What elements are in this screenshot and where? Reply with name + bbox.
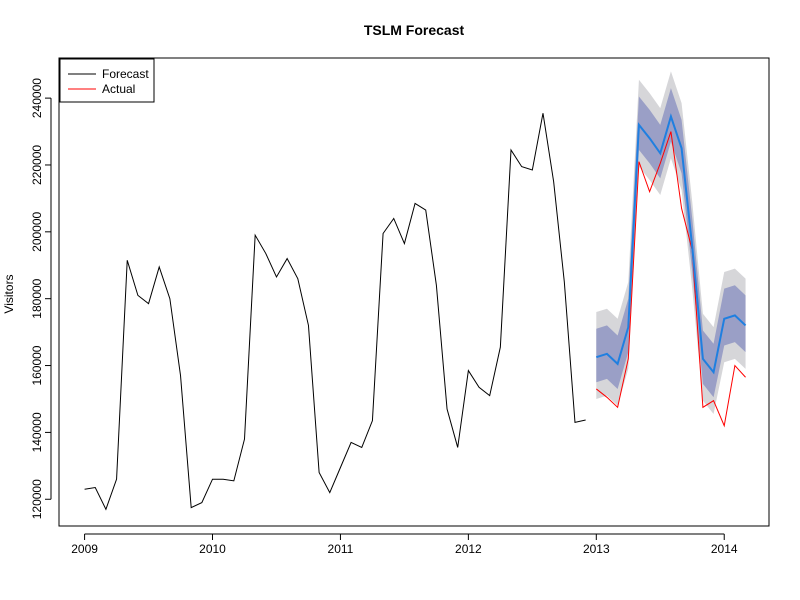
chart-title: TSLM Forecast bbox=[364, 22, 465, 38]
axes-layer: 2009 2010 2011 2012 2013 2014 120000 140000 1600… bbox=[30, 57, 770, 556]
y-tick-label: 220000 bbox=[30, 145, 44, 185]
legend-label: Forecast bbox=[102, 67, 149, 81]
legend-box bbox=[59, 58, 155, 103]
y-tick-label: 180000 bbox=[30, 278, 44, 318]
y-tick-label: 120000 bbox=[30, 479, 44, 519]
prediction-band-95 bbox=[596, 71, 746, 415]
x-tick-label: 2012 bbox=[455, 542, 482, 556]
series-line-forecast bbox=[596, 113, 747, 375]
plot-layer bbox=[84, 71, 747, 511]
x-tick-label: 2013 bbox=[583, 542, 610, 556]
y-axis-title: Visitors bbox=[2, 274, 16, 313]
y-tick-label: 240000 bbox=[30, 78, 44, 118]
x-tick-label: 2014 bbox=[711, 542, 738, 556]
x-tick-label: 2009 bbox=[71, 542, 98, 556]
y-tick-label: 160000 bbox=[30, 345, 44, 385]
plot-frame bbox=[58, 57, 770, 527]
prediction-band-80 bbox=[596, 88, 746, 398]
y-tick-label: 140000 bbox=[30, 412, 44, 452]
legend-label: Actual bbox=[102, 82, 135, 96]
y-tick-label: 200000 bbox=[30, 211, 44, 251]
series-line-actual bbox=[595, 131, 746, 428]
x-tick-label: 2010 bbox=[199, 542, 226, 556]
x-tick-label: 2011 bbox=[328, 542, 354, 556]
series-line-history bbox=[84, 113, 586, 511]
